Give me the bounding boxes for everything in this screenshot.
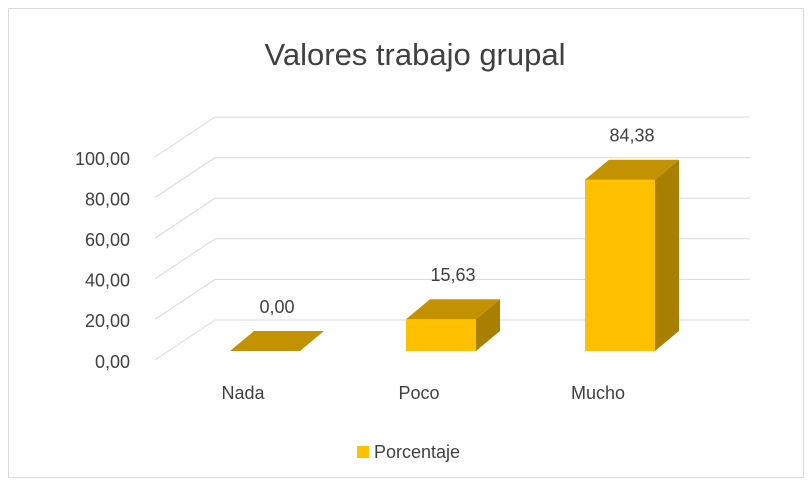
bar-top (406, 299, 500, 320)
data-label: 84,38 (609, 125, 654, 145)
bar-side (476, 299, 500, 351)
chart-title: Valores trabajo grupal (265, 37, 566, 72)
grid-line-side (154, 197, 216, 239)
y-tick-label: 40,00 (85, 271, 130, 291)
y-tick-label: 80,00 (85, 189, 130, 209)
legend-label: Porcentaje (374, 442, 460, 462)
y-tick-label: 20,00 (85, 311, 130, 331)
bar-top (230, 331, 324, 351)
grid-line-side (154, 319, 216, 361)
bar (585, 179, 655, 351)
grid-line-side (154, 238, 216, 280)
x-tick-label: Nada (221, 383, 265, 403)
x-tick-label: Poco (398, 383, 439, 403)
x-tick-label: Mucho (571, 383, 625, 403)
data-label: 0,00 (259, 297, 294, 317)
y-tick-label: 0,00 (95, 352, 130, 372)
y-tick-label: 60,00 (85, 230, 130, 250)
grid-line-side (154, 157, 216, 199)
y-tick-label: 100,00 (75, 149, 130, 169)
bar-top (585, 159, 679, 180)
grid-line-side (154, 278, 216, 320)
grid-line-side (154, 116, 216, 158)
bar (406, 319, 476, 351)
legend-swatch (357, 446, 369, 458)
bar-side (655, 159, 679, 351)
data-label: 15,63 (430, 265, 475, 285)
